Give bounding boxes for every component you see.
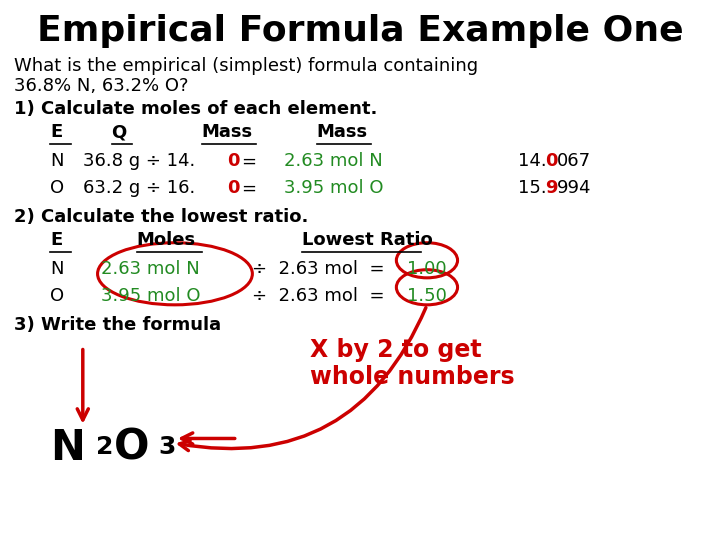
Text: 15.: 15. <box>518 179 547 197</box>
Text: 1.00: 1.00 <box>407 260 446 278</box>
Text: 36.8% N, 63.2% O?: 36.8% N, 63.2% O? <box>14 77 189 94</box>
FancyArrowPatch shape <box>179 308 426 450</box>
Text: O: O <box>50 287 65 305</box>
Text: 14.: 14. <box>518 152 547 170</box>
Text: ÷  2.63 mol  =: ÷ 2.63 mol = <box>252 287 384 305</box>
Text: What is the empirical (simplest) formula containing: What is the empirical (simplest) formula… <box>14 57 479 75</box>
Text: 1.50: 1.50 <box>407 287 446 305</box>
Text: 0: 0 <box>227 179 239 197</box>
Text: 2) Calculate the lowest ratio.: 2) Calculate the lowest ratio. <box>14 208 309 226</box>
Text: 0: 0 <box>227 152 239 170</box>
Text: N: N <box>50 260 64 278</box>
Text: E: E <box>50 231 63 249</box>
Text: 2.63 mol N: 2.63 mol N <box>101 260 199 278</box>
Text: E: E <box>50 123 63 141</box>
Text: 63.2 g ÷ 16.: 63.2 g ÷ 16. <box>83 179 195 197</box>
Text: 3: 3 <box>158 435 176 458</box>
Text: Lowest Ratio: Lowest Ratio <box>302 231 433 249</box>
Text: X by 2 to get
whole numbers: X by 2 to get whole numbers <box>310 338 514 389</box>
Text: N: N <box>50 427 85 469</box>
Text: 9: 9 <box>545 179 557 197</box>
Text: Q: Q <box>112 123 127 141</box>
Text: =: = <box>241 179 256 197</box>
Text: 2: 2 <box>96 435 113 458</box>
Text: Mass: Mass <box>317 123 368 141</box>
Text: ÷  2.63 mol  =: ÷ 2.63 mol = <box>252 260 384 278</box>
Text: O: O <box>114 427 149 469</box>
Text: 3) Write the formula: 3) Write the formula <box>14 316 222 334</box>
Text: Mass: Mass <box>202 123 253 141</box>
Text: N: N <box>50 152 64 170</box>
Text: 3.95 mol O: 3.95 mol O <box>284 179 384 197</box>
Text: 36.8 g ÷ 14.: 36.8 g ÷ 14. <box>83 152 195 170</box>
Text: 067: 067 <box>557 152 590 170</box>
Text: 0: 0 <box>545 152 557 170</box>
Text: =: = <box>241 152 256 170</box>
Text: Empirical Formula Example One: Empirical Formula Example One <box>37 14 683 48</box>
Text: 2.63 mol N: 2.63 mol N <box>284 152 383 170</box>
Text: 3.95 mol O: 3.95 mol O <box>101 287 200 305</box>
Text: 994: 994 <box>557 179 591 197</box>
Text: 1) Calculate moles of each element.: 1) Calculate moles of each element. <box>14 100 378 118</box>
Text: O: O <box>50 179 65 197</box>
Text: Moles: Moles <box>137 231 196 249</box>
